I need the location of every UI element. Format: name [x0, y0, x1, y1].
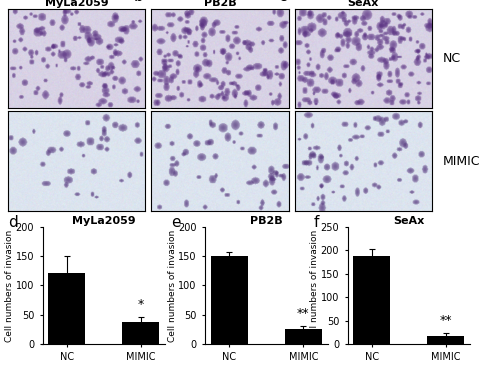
Title: SeAx: SeAx [348, 0, 379, 8]
Y-axis label: Cell numbers of invasion: Cell numbers of invasion [310, 229, 319, 341]
Text: d: d [8, 215, 18, 230]
Title: PB2B: PB2B [250, 216, 282, 226]
Text: *: * [138, 298, 144, 311]
Bar [122, 322, 160, 344]
Title: MyLa2059: MyLa2059 [45, 0, 108, 8]
Text: NC: NC [442, 52, 460, 65]
Text: e: e [170, 215, 180, 230]
Title: PB2B: PB2B [204, 0, 236, 8]
Text: c: c [278, 0, 286, 4]
Bar [353, 256, 390, 344]
Bar [210, 255, 248, 344]
Bar [48, 273, 85, 344]
Bar [285, 329, 322, 344]
Text: **: ** [440, 314, 452, 328]
Text: MIMIC: MIMIC [442, 154, 480, 168]
Title: MyLa2059: MyLa2059 [72, 216, 136, 226]
Text: b: b [134, 0, 143, 4]
Text: f: f [313, 215, 318, 230]
Title: SeAx: SeAx [393, 216, 424, 226]
Y-axis label: Cell numbers of invasion: Cell numbers of invasion [6, 229, 15, 341]
Bar [428, 336, 465, 344]
Y-axis label: Cell numbers of invasion: Cell numbers of invasion [168, 229, 177, 341]
Text: **: ** [297, 307, 310, 320]
